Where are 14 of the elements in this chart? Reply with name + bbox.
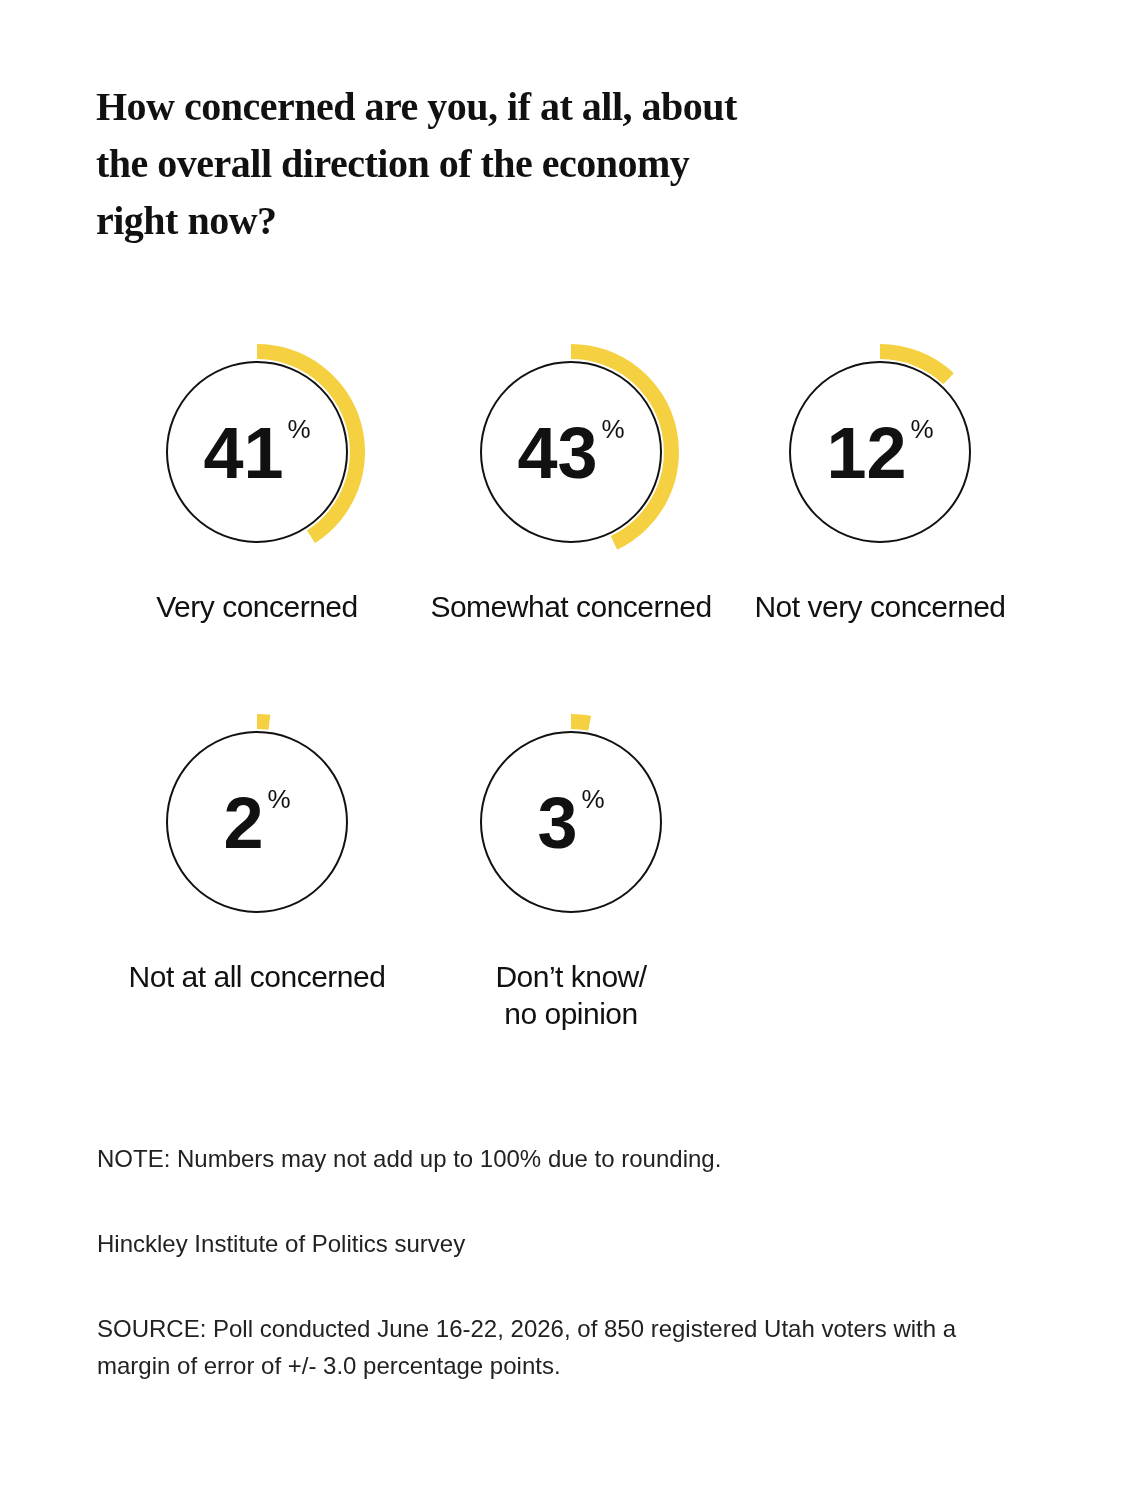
text: Not at all concerned [127,959,387,995]
text: 12% [826,413,934,493]
text: Don’t know/ no opinion [494,959,648,1032]
text: How concerned are you, if at all, about the overall direction of the economy right now? [96,83,738,245]
text: 3% [537,783,605,863]
text: Not very concerned [753,589,1007,625]
text: Hinckley Institute of Politics survey [97,1229,467,1259]
text: 41% [203,413,311,493]
text: 43% [517,413,625,493]
text: Somewhat concerned [429,589,713,625]
text: Very concerned [155,589,359,625]
text: 2% [223,783,291,863]
text: NOTE: Numbers may not add up to 100% due to rounding. [97,1144,723,1174]
source-note: SOURCE: Poll conducted June 16-22, 2026, of 850 registered Utah voters with a margin of error of +/- 3.0 percentage points. [97,1314,958,1381]
